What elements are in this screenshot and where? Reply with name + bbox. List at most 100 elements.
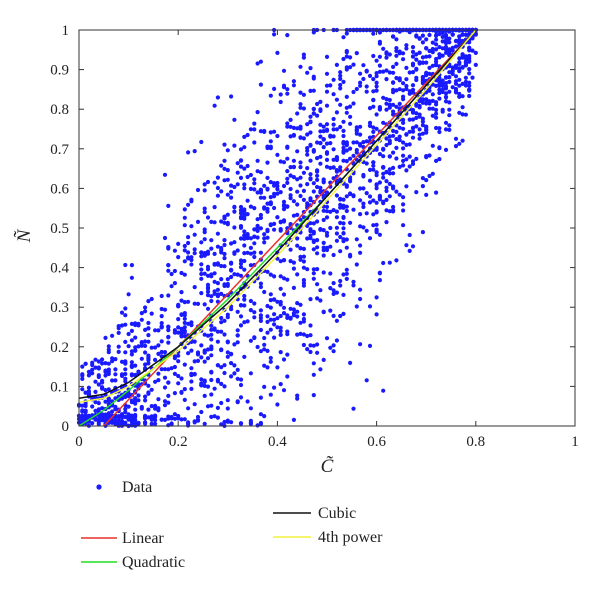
data-point [331, 252, 336, 258]
data-point [285, 352, 290, 357]
data-point [394, 61, 399, 66]
data-point [407, 117, 412, 122]
data-point [166, 245, 171, 250]
data-point [136, 421, 141, 426]
data-point [328, 271, 333, 276]
data-point [262, 232, 267, 237]
data-point [162, 307, 168, 312]
data-point [321, 228, 326, 233]
data-point [189, 257, 194, 263]
data-point [394, 88, 399, 93]
data-point [248, 127, 253, 132]
data-point [143, 413, 148, 418]
data-point [394, 145, 399, 150]
y-tick-label: 0.2 [50, 340, 69, 356]
data-point [450, 85, 455, 90]
data-point [242, 182, 247, 187]
data-point [162, 399, 168, 404]
data-point [358, 124, 363, 129]
data-point [387, 97, 392, 103]
data-point [136, 398, 141, 403]
data-point [278, 274, 283, 279]
data-point [169, 284, 174, 289]
data-point [129, 360, 134, 365]
data-point [381, 199, 386, 204]
data-point [434, 190, 439, 195]
data-point [242, 267, 247, 272]
data-point [212, 289, 217, 294]
data-point [219, 365, 224, 370]
data-point [100, 412, 105, 417]
data-point [258, 212, 263, 218]
data-point [179, 376, 184, 381]
data-point [252, 310, 257, 315]
data-point [265, 235, 270, 240]
data-point [424, 154, 429, 159]
data-point [424, 125, 429, 130]
data-point [467, 71, 472, 76]
data-point [447, 123, 452, 128]
data-point [245, 198, 250, 203]
data-point [321, 240, 326, 245]
data-point [143, 421, 148, 426]
data-point [381, 175, 386, 180]
data-point [324, 103, 330, 108]
data-point [328, 286, 333, 291]
y-tick-label: 0.5 [50, 221, 69, 237]
data-point [341, 214, 346, 220]
data-point [278, 190, 283, 195]
data-point [447, 113, 452, 118]
data-point [407, 129, 412, 134]
data-point [222, 419, 227, 425]
data-point [344, 267, 349, 272]
data-point [272, 221, 277, 226]
data-point [166, 400, 171, 405]
data-point [414, 102, 419, 107]
data-point [80, 409, 85, 414]
data-point [238, 382, 244, 388]
data-point [103, 369, 108, 374]
data-point [298, 257, 303, 262]
data-point [460, 65, 465, 70]
data-point [136, 323, 141, 328]
data-point [242, 214, 247, 219]
data-point [318, 108, 323, 113]
data-point [348, 177, 353, 182]
data-point [384, 220, 389, 225]
data-point [324, 128, 330, 133]
data-point [460, 81, 465, 86]
data-point [202, 393, 207, 398]
data-point [305, 267, 310, 272]
data-point [407, 232, 412, 238]
data-point [219, 381, 224, 386]
data-point [238, 204, 244, 210]
data-point [447, 100, 452, 105]
data-point [305, 152, 310, 157]
data-point [367, 178, 373, 183]
data-point [133, 396, 138, 401]
data-point [434, 115, 439, 120]
data-point [103, 335, 108, 340]
data-point [315, 251, 320, 256]
data-point [348, 191, 353, 197]
data-point [219, 248, 224, 253]
data-point [123, 367, 128, 372]
data-point [205, 333, 211, 338]
data-point [328, 244, 333, 249]
data-point [324, 141, 330, 146]
data-point [308, 233, 313, 238]
data-point [265, 348, 270, 353]
data-point [453, 38, 459, 43]
data-point [410, 125, 416, 130]
data-point [447, 89, 452, 94]
data-point [324, 204, 330, 209]
data-point [420, 55, 425, 60]
data-point [351, 89, 356, 95]
data-point [311, 361, 316, 366]
data-point [225, 177, 230, 182]
data-point [328, 345, 333, 350]
data-point [242, 297, 247, 302]
data-point [278, 332, 283, 337]
data-point [222, 166, 227, 171]
data-point [272, 86, 277, 91]
